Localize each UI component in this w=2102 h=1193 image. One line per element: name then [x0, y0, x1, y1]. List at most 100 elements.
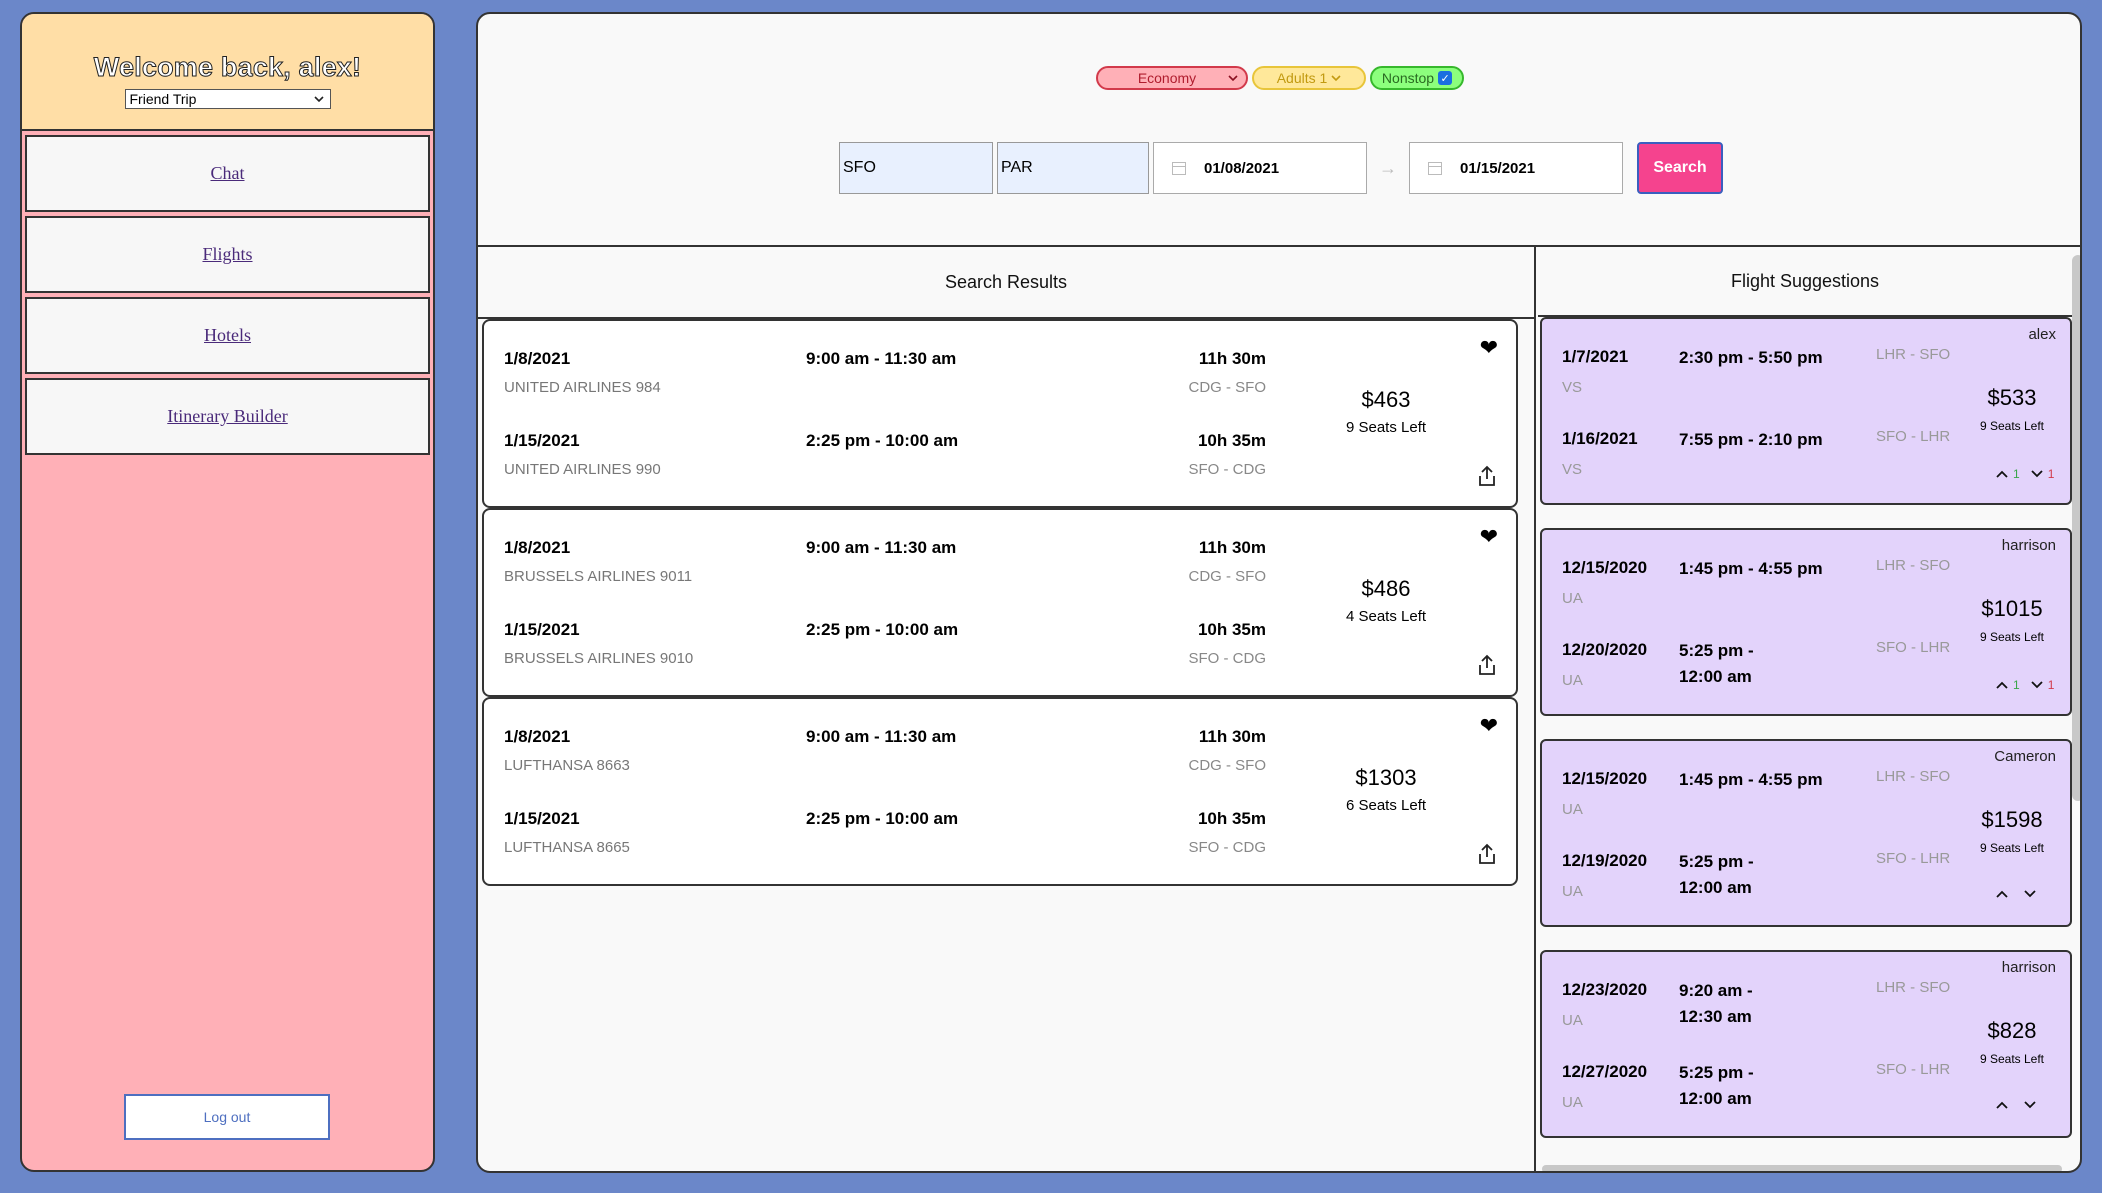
return-duration: 10h 35m — [1197, 620, 1266, 639]
calendar-icon — [1172, 161, 1186, 175]
horizontal-scrollbar[interactable] — [1542, 1165, 2062, 1171]
destination-input[interactable]: PAR — [997, 142, 1149, 194]
suggested-by: Cameron — [1994, 748, 2056, 765]
return-airline: UA — [1562, 672, 1583, 689]
filter-row: Economy Adults 1 Nonstop ✓ — [1096, 66, 1464, 90]
downvote-count: 1 — [2047, 678, 2055, 692]
share-icon[interactable] — [1476, 654, 1498, 676]
outbound-airline: BRUSSELS AIRLINES 9011 — [504, 568, 693, 585]
outbound-route: LHR - SFO — [1876, 979, 1951, 996]
nav-item-chat[interactable]: Chat — [25, 135, 430, 212]
outbound-route: LHR - SFO — [1876, 346, 1951, 363]
return-date: 12/20/2020 — [1562, 640, 1648, 659]
chevron-up-icon[interactable] — [1995, 889, 2009, 899]
return-time: 5:25 pm - 12:00 am — [1679, 641, 1754, 686]
price: $828 — [1987, 1018, 2037, 1043]
trip-select[interactable]: Friend Trip — [124, 89, 331, 109]
depart-date-input[interactable]: 01/08/2021 — [1153, 142, 1367, 194]
nav-link-itinerary-builder[interactable]: Itinerary Builder — [167, 406, 288, 426]
return-time: 5:25 pm - 12:00 am — [1679, 852, 1754, 897]
chevron-up-icon[interactable] — [1995, 680, 2009, 690]
return-airline: VS — [1562, 461, 1583, 478]
vote-controls: 1 1 — [1995, 678, 2054, 692]
heart-icon[interactable]: ❤ — [1479, 335, 1498, 360]
share-icon[interactable] — [1476, 843, 1498, 865]
logout-button[interactable]: Log out — [124, 1094, 330, 1140]
chevron-down-icon[interactable] — [2023, 1100, 2037, 1110]
return-route: SFO - LHR — [1876, 1061, 1951, 1078]
chevron-up-icon[interactable] — [1995, 469, 2009, 479]
price: $1015 — [1981, 596, 2043, 621]
share-icon[interactable] — [1476, 465, 1498, 487]
return-date: 1/15/2021 — [504, 431, 580, 450]
suggestion-card[interactable]: alex 1/7/2021 2:30 pm - 5:50 pm LHR - SF… — [1540, 317, 2072, 505]
return-time: 2:25 pm - 10:00 am — [806, 620, 959, 639]
nav-item-itinerary-builder[interactable]: Itinerary Builder — [25, 378, 430, 455]
suggested-by: harrison — [2001, 537, 2056, 554]
suggested-by: harrison — [2001, 959, 2056, 976]
chevron-down-icon[interactable] — [2030, 469, 2044, 479]
return-time: 2:25 pm - 10:00 am — [806, 431, 959, 450]
price: $1303 — [1355, 765, 1417, 790]
suggestion-card[interactable]: Cameron 12/15/2020 1:45 pm - 4:55 pm LHR… — [1540, 739, 2072, 927]
seats-left: 9 Seats Left — [1979, 1052, 2045, 1066]
adults-select-value: Adults 1 — [1276, 70, 1328, 86]
search-button[interactable]: Search — [1637, 142, 1723, 194]
result-card[interactable]: 1/8/2021 9:00 am - 11:30 am 11h 30m UNIT… — [482, 319, 1518, 508]
result-card[interactable]: 1/8/2021 9:00 am - 11:30 am 11h 30m LUFT… — [482, 697, 1518, 886]
vertical-scrollbar[interactable] — [2072, 255, 2080, 801]
outbound-duration: 11h 30m — [1198, 349, 1266, 368]
suggestion-card[interactable]: harrison 12/23/2020 9:20 am - 12:30 am L… — [1540, 950, 2072, 1138]
outbound-date: 12/15/2020 — [1562, 769, 1648, 788]
chevron-down-icon[interactable] — [2023, 889, 2037, 899]
outbound-time: 1:45 pm - 4:55 pm — [1679, 770, 1823, 789]
seats-left: 6 Seats Left — [1345, 797, 1427, 814]
suggestion-card[interactable]: harrison 12/15/2020 1:45 pm - 4:55 pm LH… — [1540, 528, 2072, 716]
outbound-airline: LUFTHANSA 8663 — [504, 757, 630, 774]
return-time: 7:55 pm - 2:10 pm — [1679, 430, 1823, 449]
adults-select[interactable]: Adults 1 — [1252, 66, 1366, 90]
outbound-route: LHR - SFO — [1876, 768, 1951, 785]
return-route: SFO - LHR — [1876, 428, 1951, 445]
downvote-count: 1 — [2047, 467, 2055, 481]
chevron-down-icon — [1331, 74, 1341, 81]
return-date: 1/15/2021 — [504, 809, 580, 828]
chevron-up-icon[interactable] — [1995, 1100, 2009, 1110]
heart-icon[interactable]: ❤ — [1479, 524, 1498, 549]
depart-date-value: 01/08/2021 — [1204, 159, 1280, 177]
return-route: SFO - CDG — [1188, 650, 1267, 667]
outbound-route: CDG - SFO — [1188, 757, 1267, 774]
return-duration: 10h 35m — [1197, 431, 1266, 450]
nav-item-hotels[interactable]: Hotels — [25, 297, 430, 374]
heart-icon[interactable]: ❤ — [1479, 713, 1498, 738]
outbound-airline: VS — [1562, 379, 1583, 396]
return-route: SFO - LHR — [1876, 850, 1951, 867]
outbound-date: 1/8/2021 — [504, 349, 571, 368]
nav-link-hotels[interactable]: Hotels — [204, 325, 251, 345]
outbound-time: 9:00 am - 11:30 am — [806, 538, 957, 557]
nav-item-flights[interactable]: Flights — [25, 216, 430, 293]
price: $486 — [1361, 576, 1411, 601]
nav-link-chat[interactable]: Chat — [210, 163, 245, 183]
return-airline: UA — [1562, 1094, 1583, 1111]
origin-input[interactable]: SFO — [839, 142, 993, 194]
seats-left: 4 Seats Left — [1345, 608, 1427, 625]
search-results-title: Search Results — [478, 247, 1534, 319]
nonstop-label: Nonstop — [1381, 70, 1435, 86]
nav-link-flights[interactable]: Flights — [202, 244, 253, 264]
result-card[interactable]: 1/8/2021 9:00 am - 11:30 am 11h 30m BRUS… — [482, 508, 1518, 697]
flight-suggestions-title: Flight Suggestions — [1538, 247, 2072, 317]
return-date-input[interactable]: 01/15/2021 — [1409, 142, 1623, 194]
checkbox-icon[interactable]: ✓ — [1438, 71, 1453, 85]
cabin-select[interactable]: Economy — [1096, 66, 1248, 90]
nonstop-toggle[interactable]: Nonstop ✓ — [1370, 66, 1464, 90]
chevron-down-icon[interactable] — [2030, 680, 2044, 690]
return-airline: BRUSSELS AIRLINES 9010 — [504, 650, 694, 667]
return-date-value: 01/15/2021 — [1460, 159, 1536, 177]
return-time: 5:25 pm - 12:00 am — [1679, 1063, 1754, 1108]
return-date: 12/19/2020 — [1562, 851, 1648, 870]
sidebar: Welcome back, alex! Friend Trip Chat Fli… — [20, 12, 435, 1172]
outbound-duration: 11h 30m — [1198, 538, 1266, 557]
seats-left: 9 Seats Left — [1979, 841, 2045, 855]
outbound-airline: UA — [1562, 1012, 1583, 1029]
